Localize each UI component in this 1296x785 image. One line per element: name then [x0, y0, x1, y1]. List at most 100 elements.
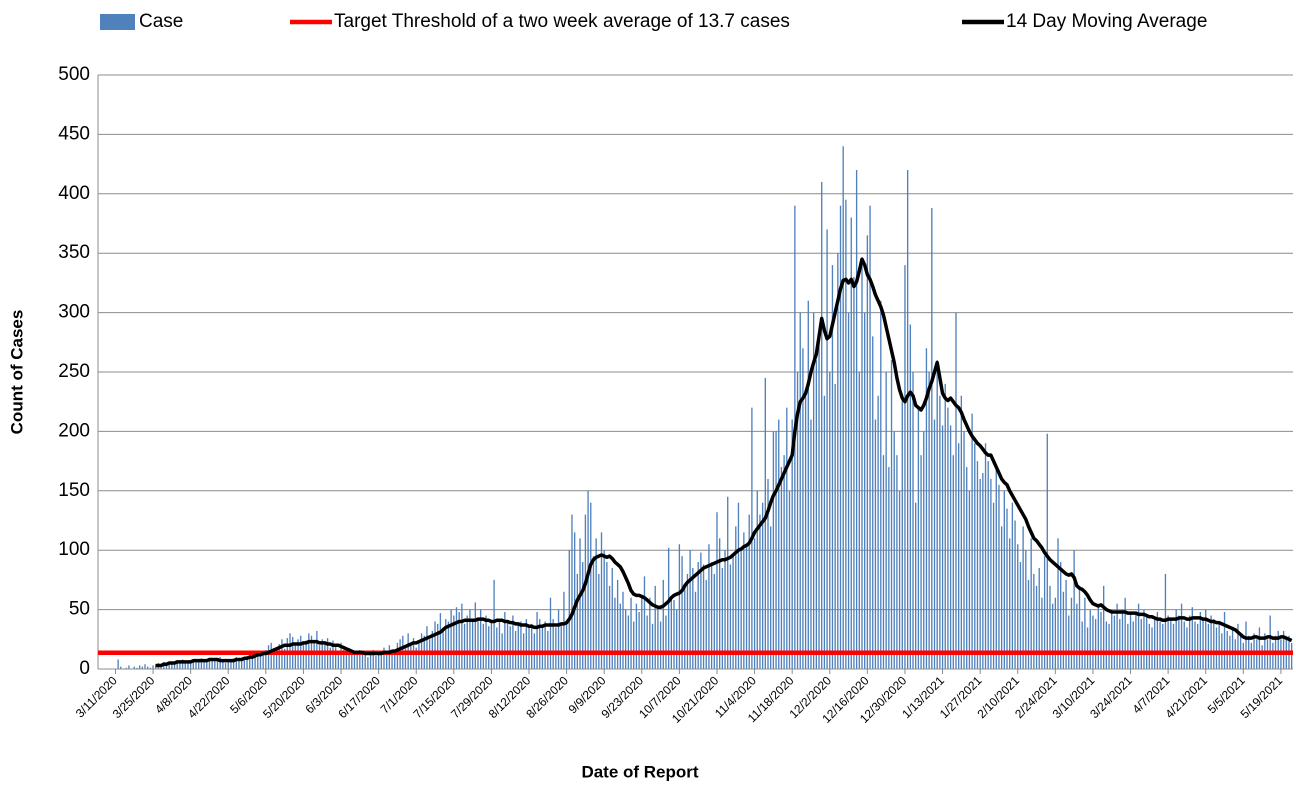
bar [1137, 603, 1140, 669]
bar [713, 573, 715, 669]
bar [415, 647, 417, 669]
bar [990, 478, 992, 669]
bar [1226, 630, 1228, 669]
bar [149, 667, 152, 669]
bar [761, 502, 764, 669]
y-tick-label: 200 [58, 420, 90, 441]
bar [1215, 627, 1218, 669]
y-tick-label: 150 [58, 480, 90, 501]
bar [858, 372, 860, 669]
bar [1258, 627, 1261, 669]
bar [125, 667, 127, 669]
bar [496, 627, 498, 669]
bar [614, 597, 616, 669]
bar [676, 609, 678, 669]
bar [732, 556, 734, 669]
bar [1191, 607, 1193, 669]
bar [353, 651, 356, 669]
bar [759, 514, 761, 669]
bar [565, 621, 568, 669]
bar [463, 623, 466, 669]
legend-label: Target Threshold of a two week average o… [334, 11, 790, 32]
bar [630, 597, 632, 669]
bar [278, 644, 280, 669]
bar [1199, 611, 1202, 669]
bar [184, 661, 186, 669]
bar [531, 623, 533, 669]
bar [890, 360, 893, 669]
bar [488, 626, 490, 669]
bar [1041, 597, 1043, 669]
bar [936, 360, 938, 669]
bar [262, 654, 264, 669]
bar [925, 348, 928, 669]
bar [1180, 603, 1183, 669]
bar [579, 538, 581, 669]
bar [804, 395, 807, 669]
bar [434, 621, 436, 669]
bar [1154, 619, 1156, 669]
bar [458, 611, 460, 669]
bar [1011, 502, 1014, 669]
bar [275, 647, 278, 669]
bar [834, 383, 836, 669]
bar [646, 615, 648, 669]
bar [1124, 597, 1126, 669]
bar [708, 544, 710, 669]
bar [643, 576, 646, 669]
bar [520, 621, 522, 669]
bar [222, 661, 224, 669]
bar [909, 324, 912, 669]
bar [716, 512, 718, 669]
bar [479, 609, 482, 669]
bar [442, 627, 444, 669]
bar [340, 642, 342, 669]
bar [1062, 591, 1065, 669]
bar [243, 657, 246, 669]
bar [872, 336, 874, 669]
bar [963, 431, 965, 669]
bar [590, 502, 592, 669]
bar [595, 538, 597, 669]
bar [1178, 615, 1180, 669]
bar [995, 467, 997, 669]
bar [265, 649, 267, 669]
bar [791, 419, 793, 669]
bar [120, 666, 122, 669]
bar [882, 455, 885, 669]
bar [966, 467, 968, 669]
bar [555, 627, 557, 669]
bar [821, 181, 823, 670]
bar [1132, 621, 1134, 669]
bar [893, 431, 895, 669]
bar [573, 532, 576, 669]
bar [947, 407, 949, 669]
bar [187, 663, 189, 669]
x-tick-label: 4/21/2021 [1162, 673, 1210, 721]
bar [885, 372, 887, 669]
bar [1186, 627, 1188, 669]
bar [608, 585, 611, 669]
bar [839, 205, 842, 669]
bar [238, 660, 240, 669]
bar [667, 547, 670, 669]
bar [1202, 619, 1204, 669]
bar [933, 419, 936, 669]
bar [251, 652, 254, 669]
bar [246, 655, 248, 669]
bar [984, 443, 987, 669]
bar [756, 490, 758, 669]
bar [1143, 609, 1145, 669]
bar [1097, 603, 1099, 669]
bar [1175, 609, 1177, 669]
bar [775, 431, 777, 669]
bar [901, 395, 903, 669]
bar [810, 419, 812, 669]
bar [912, 372, 914, 669]
bar [450, 609, 452, 669]
bar [144, 664, 146, 669]
bar [372, 649, 374, 669]
bar [383, 647, 385, 669]
bar [1073, 550, 1075, 669]
